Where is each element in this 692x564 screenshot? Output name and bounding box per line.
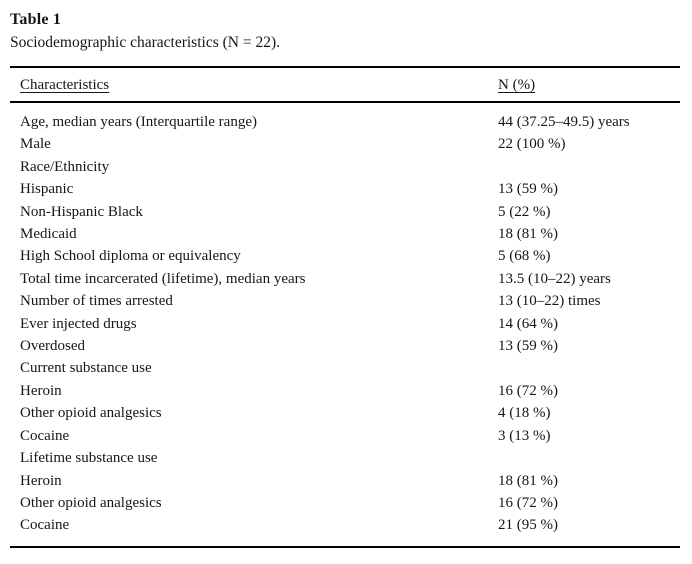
row-value: 14 (64 %) — [498, 315, 558, 332]
table-row: Heroin 16 (72 %) — [20, 380, 680, 402]
row-label: Heroin — [20, 382, 62, 399]
row-label: Total time incarcerated (lifetime), medi… — [20, 270, 306, 287]
row-value: 13.5 (10–22) years — [498, 270, 611, 287]
table-row: Ever injected drugs 14 (64 %) — [20, 313, 680, 335]
row-label: Current substance use — [20, 360, 152, 377]
row-label: Number of times arrested — [20, 293, 173, 310]
row-label: Race/Ethnicity — [20, 158, 110, 175]
row-label: Overdosed — [20, 338, 85, 355]
row-label: Lifetime substance use — [20, 450, 158, 467]
table-row: High School diploma or equivalency 5 (68… — [20, 245, 680, 267]
paper-page: Table 1 Sociodemographic characteristics… — [10, 11, 680, 548]
row-label: Other opioid analgesics — [20, 494, 162, 511]
row-value: 13 (59 %) — [498, 181, 558, 198]
table-row: Hispanic 13 (59 %) — [20, 178, 680, 200]
table-row: Other opioid analgesics 16 (72 %) — [20, 492, 680, 514]
row-label: Other opioid analgesics — [20, 405, 162, 422]
row-value: 22 (100 %) — [498, 136, 566, 153]
table-row: Lifetime substance use — [20, 447, 680, 469]
table-row: Medicaid 18 (81 %) — [20, 223, 680, 245]
row-label: Ever injected drugs — [20, 315, 137, 332]
table-row: Cocaine 21 (95 %) — [20, 514, 680, 536]
row-value — [498, 156, 680, 178]
table-row: Cocaine 3 (13 %) — [20, 425, 680, 447]
row-value: 4 (18 %) — [498, 405, 551, 422]
row-value — [498, 447, 680, 469]
row-value: 13 (10–22) times — [498, 293, 601, 310]
column-header-characteristics-text: Characteristics — [20, 77, 110, 93]
row-label: Cocaine — [20, 427, 70, 444]
table-caption: Sociodemographic characteristics (N = 22… — [10, 34, 280, 51]
row-label: Heroin — [20, 472, 62, 489]
row-value — [498, 357, 680, 379]
table-row: Age, median years (Interquartile range) … — [20, 111, 680, 133]
row-value: 44 (37.25–49.5) years — [498, 114, 630, 130]
table-row: Non-Hispanic Black 5 (22 %) — [20, 201, 680, 223]
sociodemographic-table: Characteristics N (%) Age, median years … — [10, 66, 680, 548]
table-header-row: Characteristics N (%) — [10, 68, 680, 103]
table-bottom-rule — [10, 545, 680, 548]
row-value: 5 (22 %) — [498, 203, 551, 220]
table-label: Table 1 — [10, 11, 62, 28]
row-label: High School diploma or equivalency — [20, 248, 241, 265]
row-label: Hispanic — [20, 181, 74, 198]
row-value: 3 (13 %) — [498, 427, 551, 444]
row-value: 21 (95 %) — [498, 517, 558, 534]
row-label: Cocaine — [20, 517, 70, 534]
table-row: Male 22 (100 %) — [20, 133, 680, 155]
table-body: Age, median years (Interquartile range) … — [10, 103, 680, 546]
row-value: 18 (81 %) — [498, 226, 558, 243]
row-value: 18 (81 %) — [498, 472, 558, 489]
table-row: Total time incarcerated (lifetime), medi… — [20, 268, 680, 290]
row-label: Male — [20, 136, 51, 153]
table-row: Overdosed 13 (59 %) — [20, 335, 680, 357]
row-value: 16 (72 %) — [498, 382, 558, 399]
row-label: Non-Hispanic Black — [20, 203, 143, 220]
column-header-n-percent: N (%) — [498, 76, 680, 94]
table-row: Number of times arrested 13 (10–22) time… — [20, 290, 680, 312]
table-row: Other opioid analgesics 4 (18 %) — [20, 402, 680, 424]
row-value: 5 (68 %) — [498, 248, 551, 265]
table-row: Race/Ethnicity — [20, 156, 680, 178]
row-value: 16 (72 %) — [498, 494, 558, 511]
row-label: Medicaid — [20, 226, 77, 243]
table-row: Heroin 18 (81 %) — [20, 470, 680, 492]
row-label: Age, median years (Interquartile range) — [20, 114, 257, 130]
table-row: Current substance use — [20, 357, 680, 379]
column-header-n-percent-text: N (%) — [498, 77, 536, 93]
column-header-characteristics: Characteristics — [20, 76, 498, 94]
row-value: 13 (59 %) — [498, 338, 558, 355]
